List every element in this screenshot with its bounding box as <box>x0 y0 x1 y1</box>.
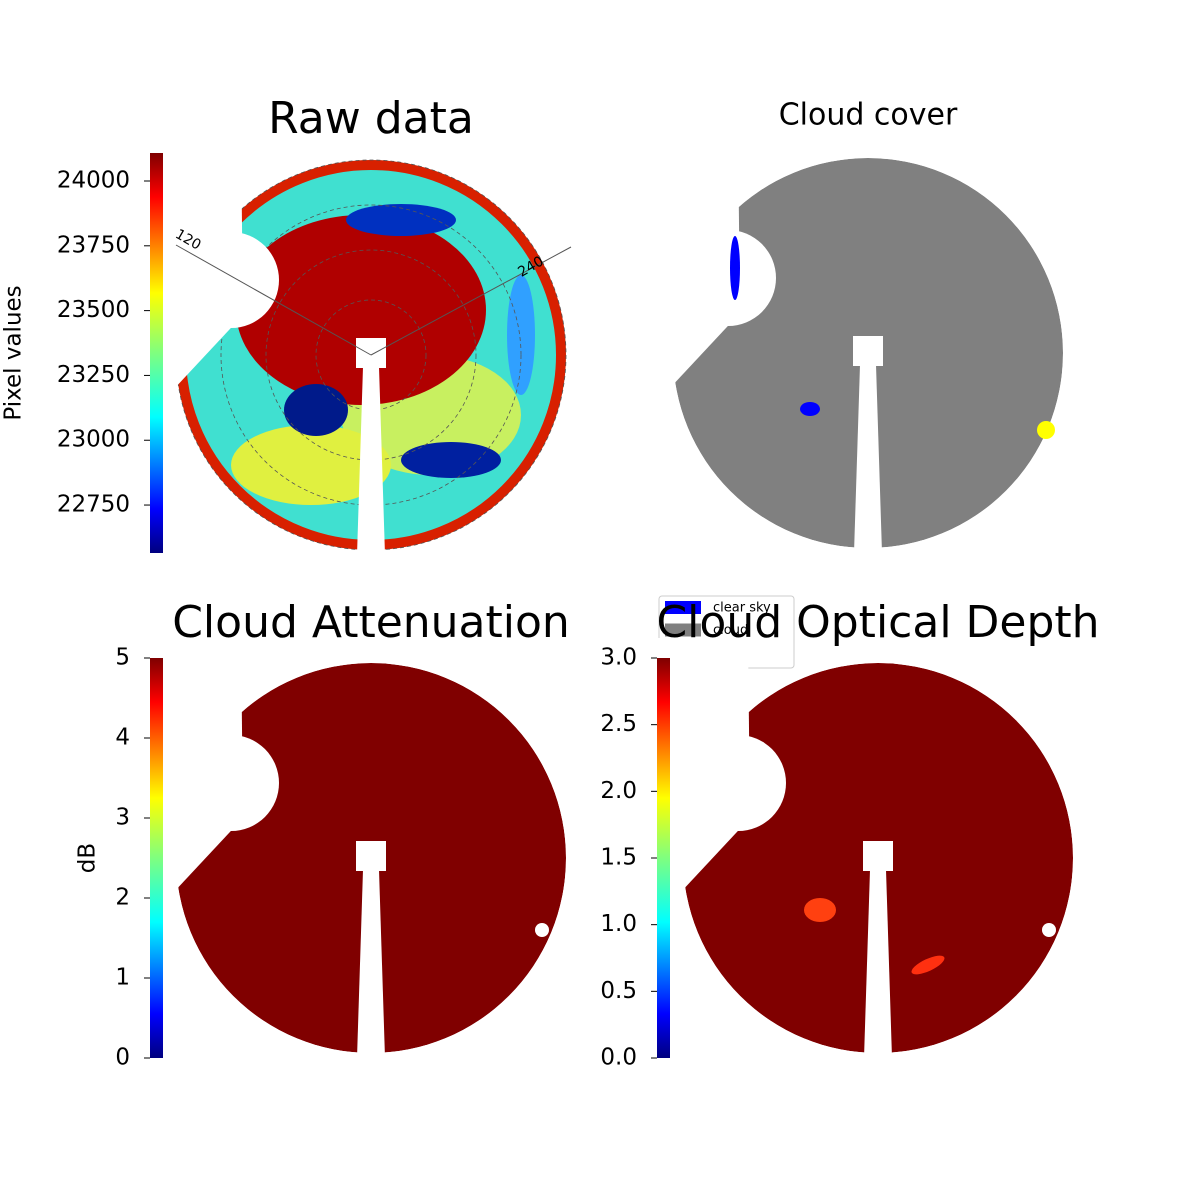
mast <box>357 367 385 555</box>
panel-title: Cloud Attenuation <box>172 597 570 648</box>
colorbar-label: Pixel values <box>1 285 27 420</box>
blob <box>284 384 348 436</box>
polar-axis <box>175 244 372 356</box>
colorbar-tick-label: 2.0 <box>600 778 637 804</box>
sky-image <box>648 133 1063 553</box>
clear-patch <box>730 236 740 300</box>
mast <box>356 841 386 871</box>
blob <box>236 215 486 405</box>
mast <box>854 365 882 553</box>
blob <box>911 955 945 975</box>
colorbar-tick-label: 23750 <box>57 232 130 258</box>
blob <box>507 275 535 395</box>
panel-title: Cloud Optical Depth <box>656 597 1099 648</box>
colorbar <box>150 153 163 553</box>
mask <box>151 135 243 390</box>
sky-image <box>658 638 1073 1058</box>
colorbar-tick-label: 4 <box>115 725 130 751</box>
colorbar-label: dB <box>75 843 101 873</box>
colorbar-tick-label: 1 <box>115 965 130 991</box>
blob <box>231 425 391 505</box>
panel-title: Cloud cover <box>779 98 958 133</box>
legend-swatch <box>665 601 701 614</box>
colorbar-tick-label: 0.5 <box>600 978 637 1004</box>
panel-title: Raw data <box>268 93 474 144</box>
colorbar-tick-label: 3.0 <box>600 645 637 671</box>
mast <box>864 870 892 1058</box>
sun-mask <box>1042 923 1056 937</box>
mask <box>648 133 740 388</box>
mast <box>853 336 883 366</box>
blob <box>401 442 501 478</box>
blob <box>346 204 456 236</box>
colorbar-tick-label: 23500 <box>57 297 130 323</box>
colorbar-tick-label: 5 <box>115 645 130 671</box>
colorbar <box>150 658 163 1058</box>
blob <box>804 898 836 922</box>
sky-image <box>151 638 566 1058</box>
sun <box>1037 421 1055 439</box>
colorbar-tick-label: 23250 <box>57 362 130 388</box>
mast <box>357 870 385 1058</box>
colorbar-tick-label: 2.5 <box>600 711 637 737</box>
polar-grid <box>220 204 522 506</box>
sun-mask <box>535 923 549 937</box>
mast <box>863 841 893 871</box>
colorbar-tick-label: 1.0 <box>600 911 637 937</box>
colorbar-tick-label: 0.0 <box>600 1045 637 1071</box>
colorbar-tick-label: 22750 <box>57 492 130 518</box>
colorbar-tick-label: 3 <box>115 805 130 831</box>
mask <box>151 638 243 893</box>
legend-label: cloud <box>713 623 748 638</box>
colorbar-tick-label: 24000 <box>57 167 130 193</box>
legend-label: clear sky <box>713 601 771 616</box>
colorbar-tick-label: 2 <box>115 885 130 911</box>
colorbar-tick-label: 1.5 <box>600 845 637 871</box>
colorbar <box>657 658 670 1058</box>
mask <box>658 638 750 893</box>
mast <box>356 338 386 368</box>
legend-swatch <box>665 623 701 637</box>
polar-axis <box>370 246 572 356</box>
clear-patch <box>800 402 820 416</box>
colorbar-tick-label: 23000 <box>57 427 130 453</box>
colorbar-tick-label: 0 <box>115 1045 130 1071</box>
